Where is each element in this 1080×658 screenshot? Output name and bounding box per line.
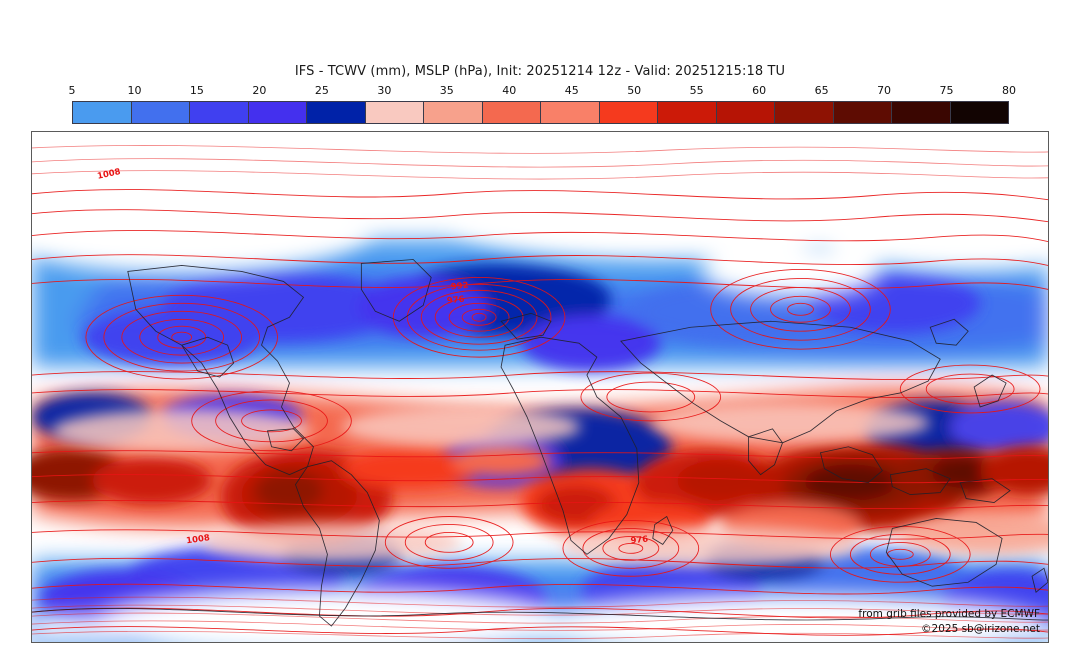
colorbar-tick-30: 30 xyxy=(377,84,392,97)
colorbar-segment-15 xyxy=(190,102,249,123)
colorbar-segment-70 xyxy=(833,102,892,123)
colorbar-tick-70: 70 xyxy=(877,84,892,97)
colorbar-tick-55: 55 xyxy=(689,84,704,97)
svg-text:992: 992 xyxy=(450,280,469,292)
colorbar-tick-80: 80 xyxy=(1002,84,1016,97)
data-source-credit: from grib files provided by ECMWF xyxy=(858,608,1040,620)
colorbar-tick-10: 10 xyxy=(127,84,142,97)
colorbar-tick-20: 20 xyxy=(252,84,267,97)
colorbar: 5 10 15 20 25 30 35 40 45 50 55 60 65 70 75 80 xyxy=(68,84,1017,126)
colorbar-segment-75 xyxy=(892,102,951,123)
colorbar-segment-40 xyxy=(482,102,541,123)
colorbar-tick-45: 45 xyxy=(564,84,579,97)
colorbar-segment-80 xyxy=(950,102,1008,123)
colorbar-tick-5: 5 xyxy=(68,84,76,97)
mslp-contours xyxy=(32,189,1048,636)
colorbar-tick-25: 25 xyxy=(314,84,329,97)
map-svg: 1008 1008 992 976 976 xyxy=(32,132,1048,642)
colorbar-segment-45 xyxy=(541,102,600,123)
colorbar-tick-40: 40 xyxy=(502,84,517,97)
svg-text:976: 976 xyxy=(446,294,465,306)
map-frame[interactable]: 1008 1008 992 976 976 from grib files pr… xyxy=(31,131,1049,643)
colorbar-segment-65 xyxy=(775,102,834,123)
copyright-credit: ©2025 sb@irizone.net xyxy=(921,623,1040,635)
svg-text:1008: 1008 xyxy=(96,166,121,181)
colorbar-tick-75: 75 xyxy=(939,84,954,97)
colorbar-segment-5 xyxy=(73,102,132,123)
colorbar-tick-50: 50 xyxy=(627,84,642,97)
svg-text:976: 976 xyxy=(630,534,649,546)
colorbar-segment-30 xyxy=(365,102,424,123)
colorbar-segment-10 xyxy=(131,102,190,123)
colorbar-tick-65: 65 xyxy=(814,84,829,97)
colorbar-gradient xyxy=(72,101,1009,124)
colorbar-segment-55 xyxy=(658,102,717,123)
map-canvas: 1008 1008 992 976 976 xyxy=(32,132,1048,642)
coastlines xyxy=(32,259,1048,627)
colorbar-segment-20 xyxy=(248,102,307,123)
colorbar-segment-50 xyxy=(599,102,658,123)
svg-text:1008: 1008 xyxy=(186,532,211,545)
colorbar-tick-labels: 5 10 15 20 25 30 35 40 45 50 55 60 65 70 75 80 xyxy=(68,84,1017,101)
colorbar-segment-35 xyxy=(424,102,483,123)
page-title: IFS - TCWV (mm), MSLP (hPa), Init: 20251… xyxy=(294,64,786,79)
colorbar-tick-60: 60 xyxy=(752,84,767,97)
colorbar-segment-60 xyxy=(716,102,775,123)
colorbar-tick-15: 15 xyxy=(189,84,204,97)
colorbar-tick-35: 35 xyxy=(439,84,454,97)
colorbar-segment-25 xyxy=(307,102,366,123)
contour-labels: 1008 1008 992 976 976 xyxy=(96,166,649,545)
